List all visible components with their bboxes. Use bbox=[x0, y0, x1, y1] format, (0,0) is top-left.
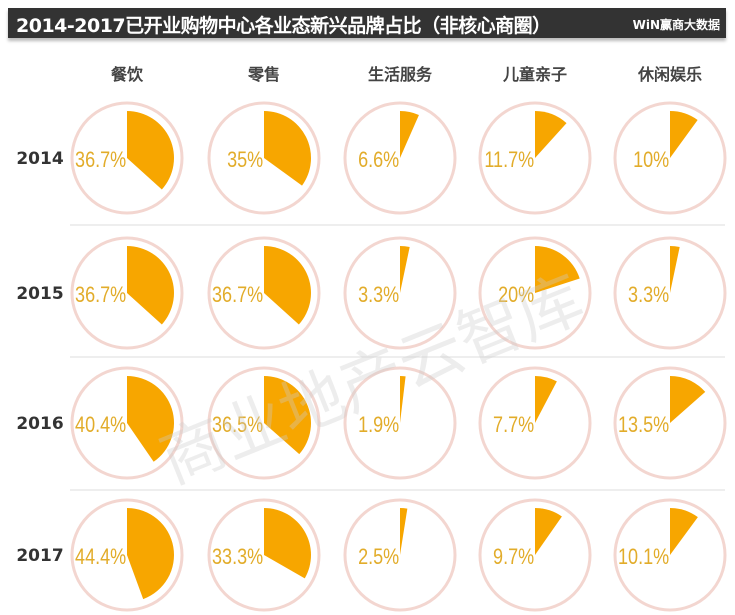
data-label: 44.4% bbox=[75, 545, 126, 569]
pie-slice bbox=[400, 111, 419, 158]
pie-slice bbox=[535, 508, 562, 555]
chart-title: 2014-2017已开业购物中心各业态新兴品牌占比（非核心商圈） bbox=[16, 15, 551, 37]
data-label: 6.6% bbox=[358, 148, 399, 172]
year-label: 2014 bbox=[16, 149, 63, 169]
category-label: 休闲娱乐 bbox=[637, 65, 702, 84]
data-label: 36.7% bbox=[75, 283, 126, 307]
data-label: 10% bbox=[633, 148, 669, 172]
pie-slice bbox=[670, 246, 680, 293]
pie-slice bbox=[400, 246, 410, 293]
year-label: 2015 bbox=[16, 284, 63, 304]
category-label: 餐饮 bbox=[110, 65, 144, 84]
brand-logo: WiN赢商大数据 bbox=[632, 18, 720, 32]
pie-slice bbox=[400, 376, 406, 423]
data-label: 7.7% bbox=[493, 413, 534, 437]
pie-slice bbox=[670, 508, 698, 555]
data-label: 11.7% bbox=[484, 148, 534, 172]
data-label: 13.5% bbox=[618, 413, 669, 437]
data-label: 10.1% bbox=[618, 545, 669, 569]
year-label: 2017 bbox=[16, 546, 63, 566]
pie-slice bbox=[127, 111, 174, 190]
pie-slice bbox=[400, 508, 408, 555]
pie-slice bbox=[127, 376, 175, 462]
data-label: 9.7% bbox=[493, 545, 534, 569]
pie-slice bbox=[670, 111, 698, 158]
data-label: 3.3% bbox=[628, 283, 669, 307]
data-label: 3.3% bbox=[358, 283, 399, 307]
pie-slice bbox=[264, 246, 311, 325]
pie-slice bbox=[535, 246, 580, 293]
pie-slice bbox=[264, 376, 312, 455]
category-label: 生活服务 bbox=[368, 65, 433, 84]
year-label: 2016 bbox=[16, 414, 63, 434]
data-label: 40.4% bbox=[75, 413, 126, 437]
pie-slice bbox=[535, 111, 567, 158]
data-label: 33.3% bbox=[212, 545, 263, 569]
data-label: 36.5% bbox=[212, 413, 263, 437]
pie-slice bbox=[264, 111, 311, 186]
data-label: 1.9% bbox=[358, 413, 399, 437]
category-label: 儿童亲子 bbox=[502, 65, 567, 84]
pie-slice bbox=[264, 508, 311, 579]
title-bar: 2014-2017已开业购物中心各业态新兴品牌占比（非核心商圈） WiN赢商大数… bbox=[8, 8, 726, 38]
pie-slice bbox=[127, 246, 174, 325]
data-label: 2.5% bbox=[358, 545, 399, 569]
category-label: 零售 bbox=[247, 65, 280, 84]
data-label: 35% bbox=[227, 148, 263, 172]
pie-slice bbox=[127, 508, 175, 600]
data-label: 36.7% bbox=[212, 283, 263, 307]
data-label: 36.7% bbox=[75, 148, 126, 172]
data-label: 20% bbox=[498, 283, 534, 307]
pie-slice bbox=[670, 376, 706, 423]
pie-slice bbox=[535, 376, 557, 423]
